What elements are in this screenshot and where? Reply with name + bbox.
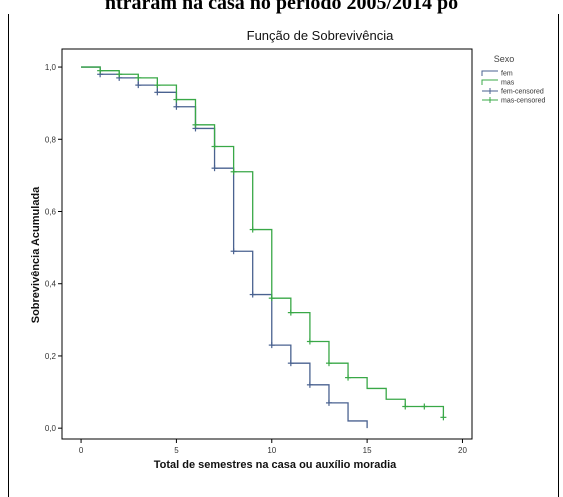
y-tick-label: 0,4 (45, 280, 57, 289)
legend-entry-fem-censored: fem-censored (482, 88, 544, 96)
censor-mark-fem (287, 360, 294, 367)
censor-mark-mas (135, 74, 142, 81)
censor-mark-mas (192, 121, 199, 128)
y-axis: 0,0 0,2 0,4 0,6 0,8 1,0 (45, 63, 62, 433)
censor-mark-mas (268, 295, 275, 302)
censor-mark-mas (116, 71, 123, 78)
legend-swatch (481, 70, 498, 76)
x-tick-label: 10 (267, 446, 276, 455)
censor-mark-mas (325, 360, 332, 367)
x-axis-label: Total de semestres na casa ou auxílio mo… (154, 459, 397, 471)
x-tick-label: 15 (363, 446, 372, 455)
series-layer (81, 66, 447, 429)
y-tick-label: 1,0 (45, 63, 57, 72)
censor-mark-mas (230, 168, 237, 175)
y-tick-label: 0,0 (45, 424, 57, 433)
censor-mark-mas (440, 414, 447, 421)
censor-mark-fem (135, 82, 142, 89)
x-axis: 0 5 10 15 20 (79, 439, 467, 455)
censor-mark-mas (173, 96, 180, 103)
legend-title: Sexo (494, 54, 515, 64)
plot-area (61, 48, 473, 440)
censor-mark-fem (173, 103, 180, 110)
legend-entry-mas: mas (481, 79, 515, 87)
chart-title: Função de Sobrevivência (247, 28, 394, 43)
y-tick-label: 0,8 (45, 135, 57, 144)
censor-mark-mas (402, 403, 409, 410)
legend-label: fem (501, 71, 513, 78)
censor-mark-fem (211, 165, 218, 172)
censor-mark-fem (306, 381, 313, 388)
legend-swatch (481, 79, 498, 85)
censor-mark-mas (249, 226, 256, 233)
censor-mark-fem (268, 342, 275, 349)
censor-mark-mas (154, 82, 161, 89)
legend: Sexo fem mas fem-censored mas-censored (481, 54, 545, 105)
y-tick-label: 0,2 (45, 352, 57, 361)
censor-mark-mas (97, 67, 104, 74)
censor-mark-mas (345, 374, 352, 381)
figure-frame (8, 14, 559, 497)
legend-label: mas-censored (501, 98, 545, 105)
y-tick-label: 0,6 (45, 208, 57, 217)
y-axis-label: Sobrevivência Acumulada (30, 186, 42, 323)
legend-entry-fem: fem (481, 70, 513, 78)
censor-mark-mas (306, 338, 313, 345)
legend-entry-mas-censored: mas-censored (482, 97, 545, 105)
censor-mark-fem (249, 291, 256, 298)
page-caption: ntraram na casa no período 2005/2014 po (104, 0, 459, 14)
legend-label: fem-censored (501, 89, 544, 96)
censor-mark-mas (211, 143, 218, 150)
x-tick-label: 5 (174, 446, 179, 455)
x-tick-label: 0 (79, 446, 84, 455)
x-tick-label: 20 (458, 446, 467, 455)
censor-mark-mas (287, 309, 294, 316)
censor-mark-fem (230, 248, 237, 255)
series-line-mas (81, 66, 445, 418)
censor-mark-mas (421, 403, 428, 410)
censor-mark-fem (325, 399, 332, 406)
censor-mark-fem (154, 89, 161, 96)
legend-label: mas (501, 80, 515, 87)
